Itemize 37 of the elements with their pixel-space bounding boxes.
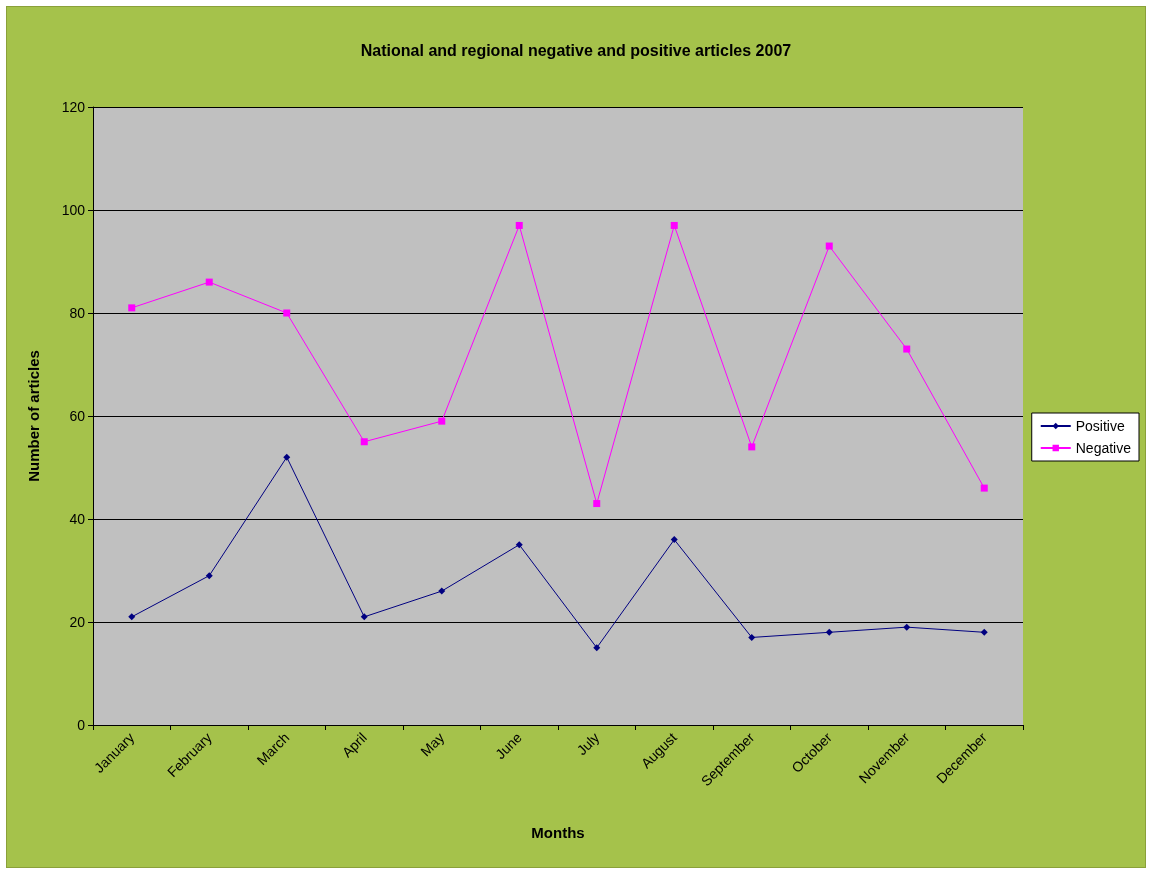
y-tick-label: 100 xyxy=(61,202,86,218)
point xyxy=(360,438,368,446)
point xyxy=(980,484,988,492)
y-tick-label: 40 xyxy=(69,511,86,527)
point xyxy=(748,443,756,451)
legend-label: Negative xyxy=(1075,440,1132,456)
point xyxy=(205,572,213,580)
y-axis-title: Number of articles xyxy=(25,350,42,482)
y-tick-label: 120 xyxy=(61,99,86,115)
point xyxy=(593,644,601,652)
y-tick-label: 20 xyxy=(69,614,86,630)
chart-title: National and regional negative and positive articles 2007 xyxy=(360,41,792,59)
point xyxy=(438,417,446,425)
y-tick-label: 80 xyxy=(69,305,86,321)
legend-label: Positive xyxy=(1075,418,1125,434)
x-axis-title: Months xyxy=(531,824,585,841)
point xyxy=(670,221,678,229)
point xyxy=(748,633,756,641)
point xyxy=(903,345,911,353)
point xyxy=(205,278,213,286)
point xyxy=(903,623,911,631)
point xyxy=(283,453,291,461)
point xyxy=(515,221,523,229)
point xyxy=(360,613,368,621)
point xyxy=(593,500,601,508)
point xyxy=(515,541,523,549)
y-tick-label: 60 xyxy=(69,408,86,424)
point xyxy=(825,242,833,250)
point xyxy=(438,587,446,595)
point xyxy=(980,628,988,636)
x-tick-label: July xyxy=(573,729,603,759)
point xyxy=(670,536,678,544)
point xyxy=(128,613,136,621)
point xyxy=(283,309,291,317)
y-tick-label: 0 xyxy=(77,717,86,733)
point xyxy=(825,628,833,636)
point xyxy=(128,304,136,312)
